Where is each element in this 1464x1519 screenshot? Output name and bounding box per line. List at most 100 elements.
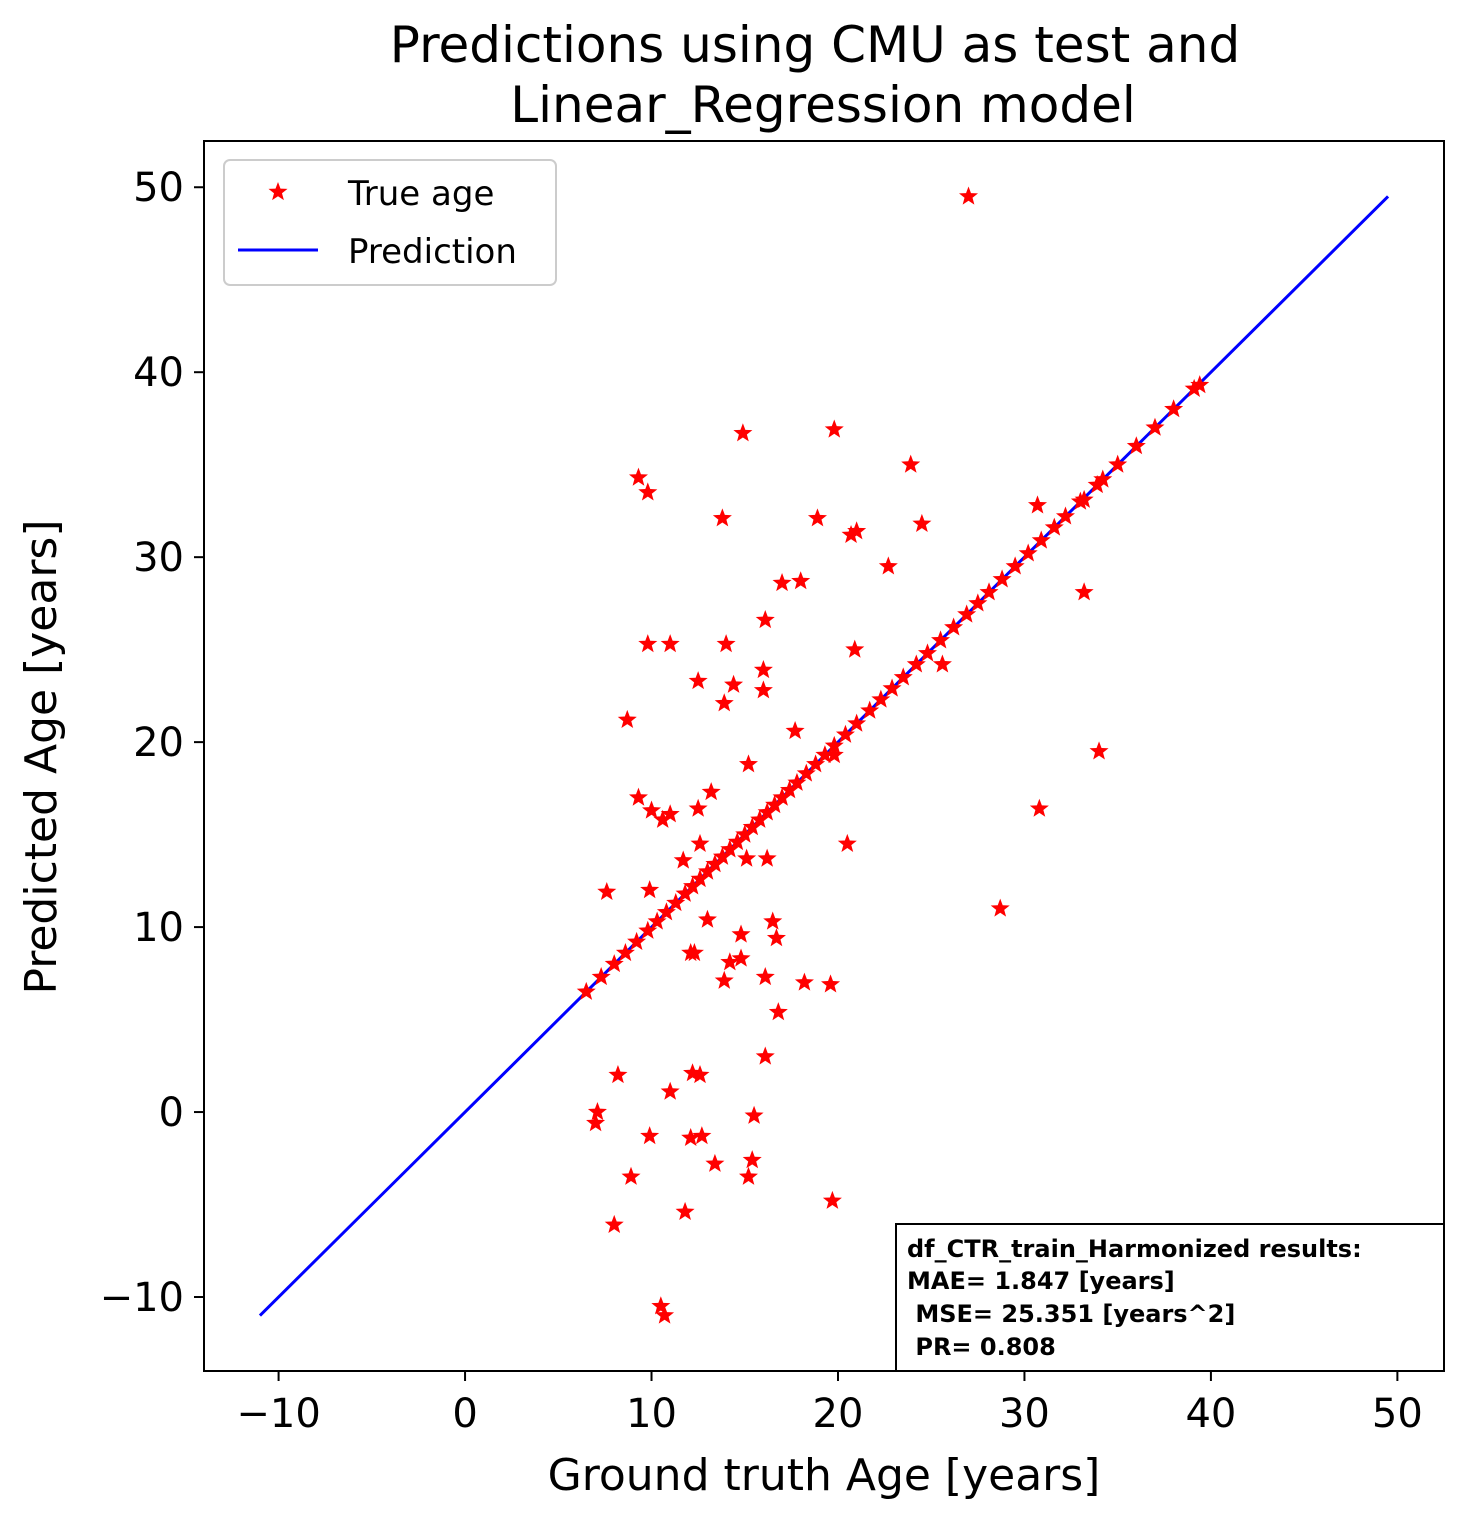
data-point-star <box>794 972 814 991</box>
data-point-star <box>608 1065 628 1084</box>
stats-line-mse: MSE= 25.351 [years^2] <box>907 1300 1235 1328</box>
y-tick-label: −10 <box>100 1275 184 1321</box>
data-point-star <box>597 881 617 901</box>
data-point-star <box>640 880 660 899</box>
data-point-star <box>990 898 1010 917</box>
data-point-star <box>714 693 734 712</box>
data-point-star <box>931 630 951 649</box>
data-point-star <box>651 1296 671 1315</box>
x-tick-label: 10 <box>626 1391 677 1437</box>
data-point-star <box>841 524 861 544</box>
data-point-star <box>705 854 725 873</box>
data-point-star <box>1031 530 1051 549</box>
data-point-star <box>638 634 658 653</box>
data-point-star <box>821 974 841 993</box>
data-point-star <box>847 521 867 540</box>
data-point-star <box>765 795 785 814</box>
data-point-star <box>727 832 747 851</box>
data-point-star <box>660 1081 680 1100</box>
data-point-star <box>893 667 913 686</box>
data-point-star <box>837 833 857 852</box>
x-tick-label: 20 <box>813 1391 864 1437</box>
data-point-star <box>1093 469 1113 488</box>
data-point-star <box>737 848 757 867</box>
data-point-star <box>647 911 667 930</box>
data-point-star <box>738 754 758 773</box>
data-point-star <box>768 1002 788 1021</box>
data-point-star <box>604 1214 624 1233</box>
legend-star-shape <box>268 182 288 201</box>
true-age-series <box>576 186 1210 1324</box>
data-point-star <box>731 948 751 967</box>
y-tick-label: 50 <box>133 165 184 211</box>
data-point-star <box>660 804 680 823</box>
y-tick-label: 0 <box>159 1090 184 1136</box>
data-point-star <box>882 678 902 697</box>
data-point-star <box>638 482 658 501</box>
data-point-star <box>660 634 680 653</box>
data-point-star <box>1126 436 1146 455</box>
data-point-star <box>640 1126 660 1145</box>
legend-star-marker <box>268 182 288 201</box>
data-point-star <box>655 1305 675 1324</box>
data-point-star <box>642 800 662 819</box>
data-point-star <box>690 1065 710 1084</box>
data-point-star <box>1055 506 1075 525</box>
data-point-star <box>1074 489 1094 508</box>
data-point-star <box>772 573 792 592</box>
data-point-star <box>716 634 736 653</box>
data-point-star <box>1190 375 1210 394</box>
data-point-star <box>697 909 717 928</box>
data-point-star <box>628 467 648 486</box>
data-point-star <box>576 981 596 1000</box>
data-point-star <box>615 942 635 962</box>
data-point-star <box>763 911 783 930</box>
data-point-star <box>714 970 734 989</box>
data-point-star <box>604 954 624 973</box>
x-tick-label: −10 <box>236 1391 320 1437</box>
data-point-star <box>621 1166 641 1185</box>
data-point-star <box>1164 399 1184 418</box>
data-point-star <box>755 1046 775 1065</box>
data-point-star <box>681 1127 701 1147</box>
data-point-star <box>787 772 807 791</box>
data-point-star <box>957 604 977 623</box>
stats-line-pr: PR= 0.808 <box>907 1333 1056 1361</box>
data-point-star <box>968 593 988 612</box>
chart-title-line-2: Linear_Regression model <box>510 76 1135 134</box>
data-point-star <box>628 787 648 806</box>
data-point-star <box>673 850 693 869</box>
data-point-star <box>720 952 740 971</box>
data-point-star <box>932 654 952 673</box>
data-point-star <box>755 610 775 629</box>
data-point-star <box>684 942 704 962</box>
data-point-star <box>796 763 816 782</box>
data-point-star <box>742 1150 762 1169</box>
data-point-star <box>772 787 792 806</box>
data-point-star <box>824 745 844 764</box>
data-point-star <box>742 817 762 836</box>
x-tick-label: 50 <box>1372 1391 1423 1437</box>
data-point-star <box>750 809 770 828</box>
data-point-star <box>1044 517 1064 536</box>
y-axis: −10 0 10 20 30 40 50 <box>100 165 204 1321</box>
data-point-star <box>845 639 865 658</box>
data-point-star <box>586 1113 606 1132</box>
data-point-star <box>690 833 710 852</box>
x-axis-label: Ground truth Age [years] <box>548 1450 1101 1501</box>
data-point-star <box>1005 556 1025 575</box>
data-point-star <box>878 556 898 575</box>
data-point-star <box>653 809 673 828</box>
data-point-star <box>744 1105 764 1124</box>
stats-annotation: df_CTR_train_Harmonized results: MAE= 1.… <box>895 1223 1445 1372</box>
data-point-star <box>822 1190 842 1209</box>
data-point-star <box>847 713 867 732</box>
data-point-star <box>766 928 786 947</box>
data-point-star <box>757 802 777 821</box>
data-point-star <box>627 931 647 950</box>
data-point-star <box>738 1166 758 1185</box>
data-point-star <box>1027 495 1048 514</box>
data-point-star <box>690 869 710 888</box>
x-tick-label: 0 <box>452 1391 477 1437</box>
chart-title-line-1: Predictions using CMU as test and <box>390 16 1240 74</box>
